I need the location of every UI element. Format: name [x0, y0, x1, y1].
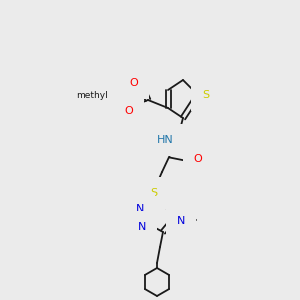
Text: O: O: [194, 154, 202, 164]
Text: S: S: [202, 90, 210, 100]
Text: N: N: [136, 204, 144, 214]
Text: S: S: [150, 188, 158, 198]
Text: O: O: [124, 106, 134, 116]
Text: HN: HN: [157, 135, 174, 145]
Text: O: O: [130, 78, 138, 88]
Text: N: N: [138, 222, 146, 232]
Text: N: N: [177, 216, 185, 226]
Text: methyl: methyl: [76, 91, 108, 100]
